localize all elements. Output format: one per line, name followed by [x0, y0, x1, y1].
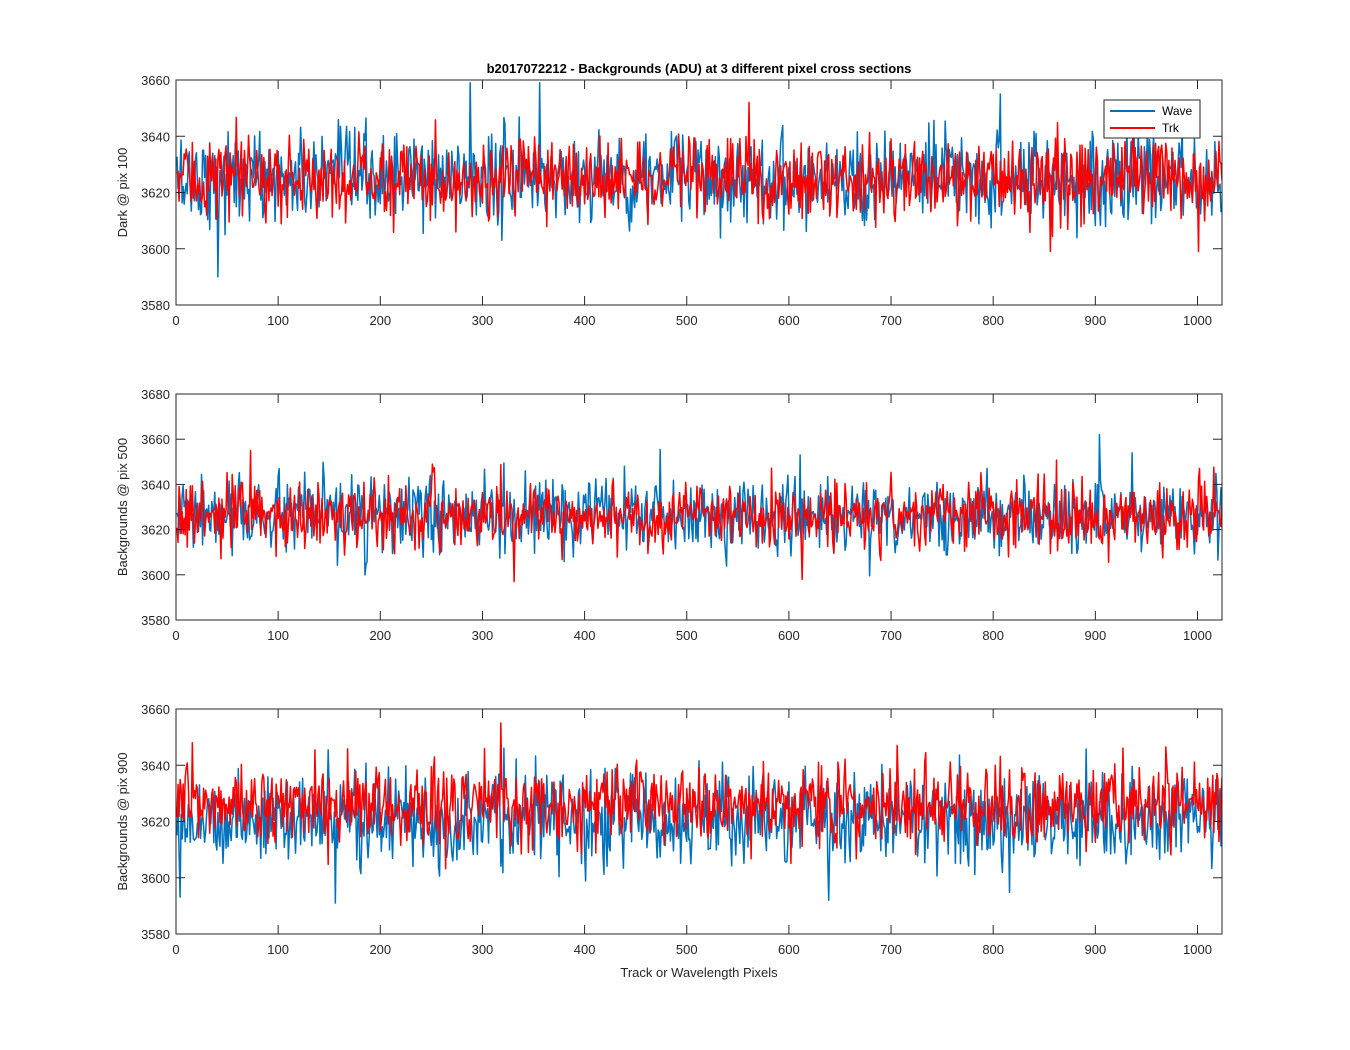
x-axis-label: Track or Wavelength Pixels	[620, 965, 778, 980]
subplot-dark-pix-100: 0 100 200 300 400 500 600 700 800 900 1000 3580 3600…	[115, 73, 1223, 328]
y-axis-label: Dark @ pix 100	[115, 148, 130, 238]
y-tick-label: 3600	[141, 568, 170, 583]
y-tick-label: 3580	[141, 298, 170, 313]
x-tick-label: 400	[574, 942, 596, 957]
y-tick-label: 3620	[141, 815, 170, 830]
x-tick-label: 900	[1084, 628, 1106, 643]
x-tick-label: 1000	[1183, 942, 1212, 957]
x-tick-label: 900	[1084, 942, 1106, 957]
series-line-trk	[176, 101, 1222, 253]
subplot-backgrounds-pix-500: 0 100 200 300 400 500 600 700 800 900 1000 3580 3600…	[115, 387, 1223, 643]
x-tick-label: 300	[472, 628, 494, 643]
legend: Wave Trk	[1103, 99, 1201, 139]
y-tick-label: 3640	[141, 129, 170, 144]
x-tick-label: 200	[369, 628, 391, 643]
x-tick-label: 0	[172, 942, 179, 957]
x-tick-label: 200	[369, 313, 391, 328]
x-tick-label: 800	[982, 942, 1004, 957]
y-tick-label: 3660	[141, 702, 170, 717]
subplot-backgrounds-pix-900: 0 100 200 300 400 500 600 700 800 900 1000 3580 3600…	[115, 702, 1223, 957]
x-tick-label: 500	[676, 628, 698, 643]
x-tick-label: 1000	[1183, 628, 1212, 643]
x-tick-label: 0	[172, 313, 179, 328]
series-line-wave	[176, 433, 1222, 577]
y-axis-label: Backgrounds @ pix 900	[115, 752, 130, 890]
y-tick-label: 3680	[141, 387, 170, 402]
x-tick-label: 200	[369, 942, 391, 957]
x-tick-label: 500	[676, 942, 698, 957]
y-tick-label: 3640	[141, 477, 170, 492]
legend-label-wave: Wave	[1162, 104, 1193, 118]
x-tick-label: 900	[1084, 313, 1106, 328]
y-tick-label: 3580	[141, 927, 170, 942]
x-tick-label: 400	[574, 313, 596, 328]
x-tick-label: 300	[472, 313, 494, 328]
x-tick-label: 700	[880, 628, 902, 643]
y-tick-label: 3660	[141, 73, 170, 88]
y-tick-label: 3600	[141, 871, 170, 886]
series-line-trk	[176, 449, 1222, 583]
y-tick-label: 3620	[141, 186, 170, 201]
x-tick-label: 300	[472, 942, 494, 957]
x-tick-label: 600	[778, 313, 800, 328]
y-axis-label: Backgrounds @ pix 500	[115, 438, 130, 576]
legend-label-trk: Trk	[1162, 121, 1180, 135]
x-tick-label: 600	[778, 942, 800, 957]
figure-title: b2017072212 - Backgrounds (ADU) at 3 dif…	[487, 61, 912, 76]
x-tick-label: 100	[267, 313, 289, 328]
y-tick-label: 3600	[141, 242, 170, 257]
y-tick-label: 3640	[141, 758, 170, 773]
y-tick-label: 3620	[141, 523, 170, 538]
x-tick-label: 800	[982, 313, 1004, 328]
y-tick-label: 3660	[141, 432, 170, 447]
x-tick-label: 1000	[1183, 313, 1212, 328]
x-tick-label: 800	[982, 628, 1004, 643]
axes-box	[175, 393, 1223, 621]
x-tick-label: 100	[267, 942, 289, 957]
x-tick-label: 500	[676, 313, 698, 328]
x-tick-label: 400	[574, 628, 596, 643]
x-tick-label: 700	[880, 313, 902, 328]
series-line-trk	[176, 722, 1222, 870]
y-tick-label: 3580	[141, 613, 170, 628]
x-tick-label: 100	[267, 628, 289, 643]
x-tick-label: 700	[880, 942, 902, 957]
legend-box	[1103, 99, 1201, 139]
x-tick-label: 0	[172, 628, 179, 643]
x-tick-label: 600	[778, 628, 800, 643]
